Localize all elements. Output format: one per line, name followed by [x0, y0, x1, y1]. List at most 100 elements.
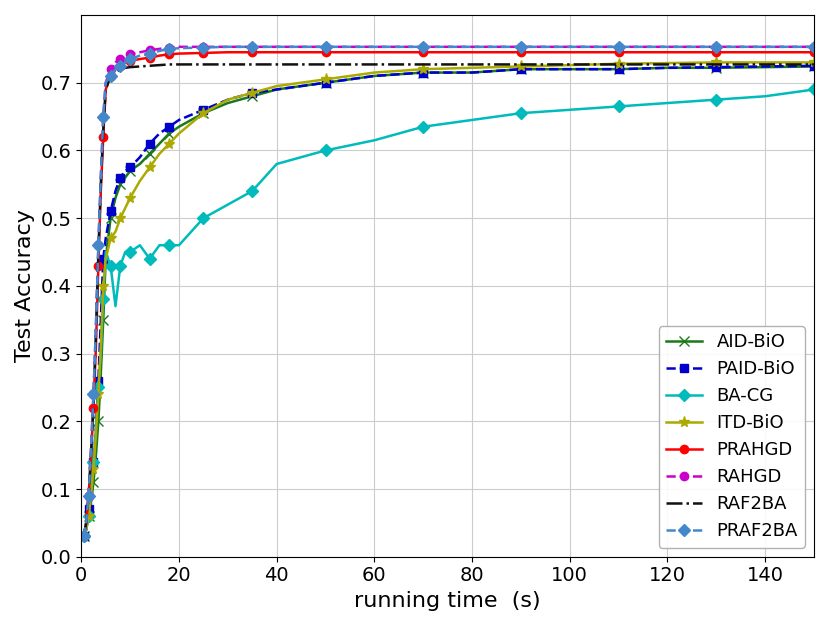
- AID-BiO: [515, 65, 525, 73]
- RAHGD: [564, 43, 574, 51]
- RAHGD: [759, 43, 769, 51]
- PRAHGD: [613, 48, 623, 56]
- AID-BiO: [418, 69, 428, 76]
- RAF2BA: [272, 61, 282, 68]
- ITD-BiO: [369, 69, 379, 76]
- ITD-BiO: [613, 60, 623, 68]
- ITD-BiO: [135, 177, 145, 185]
- PRAF2BA: [145, 50, 155, 58]
- RAHGD: [94, 242, 104, 249]
- ITD-BiO: [418, 65, 428, 73]
- PRAHGD: [135, 55, 145, 63]
- AID-BiO: [101, 255, 111, 262]
- RAF2BA: [198, 61, 208, 68]
- PAID-BiO: [223, 96, 233, 103]
- ITD-BiO: [320, 76, 330, 83]
- RAF2BA: [145, 62, 155, 69]
- PRAHGD: [105, 72, 115, 80]
- PRAHGD: [198, 49, 208, 57]
- PAID-BiO: [115, 174, 125, 182]
- RAHGD: [101, 79, 111, 86]
- RAHGD: [272, 43, 282, 51]
- RAF2BA: [120, 64, 130, 71]
- PAID-BiO: [81, 526, 91, 533]
- Y-axis label: Test Accuracy: Test Accuracy: [15, 210, 35, 362]
- X-axis label: running time  (s): running time (s): [354, 591, 541, 611]
- PRAHGD: [94, 262, 104, 269]
- PRAHGD: [91, 343, 101, 351]
- PAID-BiO: [96, 316, 106, 324]
- PRAHGD: [96, 187, 106, 195]
- RAHGD: [613, 43, 623, 51]
- PRAHGD: [79, 533, 89, 540]
- BA-CG: [89, 458, 99, 466]
- PRAF2BA: [808, 43, 818, 51]
- PRAHGD: [515, 48, 525, 56]
- RAHGD: [125, 51, 135, 58]
- PRAHGD: [466, 48, 476, 56]
- Line: ITD-BiO: ITD-BiO: [78, 57, 819, 542]
- AID-BiO: [320, 79, 330, 86]
- PRAHGD: [418, 48, 428, 56]
- RAHGD: [662, 43, 672, 51]
- PAID-BiO: [662, 64, 672, 71]
- PAID-BiO: [174, 116, 184, 124]
- AID-BiO: [164, 130, 174, 137]
- AID-BiO: [662, 64, 672, 71]
- PAID-BiO: [247, 89, 257, 96]
- RAF2BA: [110, 69, 120, 76]
- PRAF2BA: [710, 43, 720, 51]
- RAF2BA: [662, 61, 672, 68]
- RAF2BA: [466, 61, 476, 68]
- BA-CG: [759, 93, 769, 100]
- PRAHGD: [81, 519, 91, 526]
- BA-CG: [515, 110, 525, 117]
- Line: PRAHGD: PRAHGD: [79, 48, 817, 541]
- BA-CG: [808, 86, 818, 93]
- RAF2BA: [89, 398, 99, 405]
- ITD-BiO: [247, 89, 257, 96]
- AID-BiO: [135, 160, 145, 168]
- RAHGD: [154, 45, 164, 53]
- PAID-BiO: [89, 458, 99, 466]
- RAHGD: [86, 444, 96, 452]
- BA-CG: [99, 295, 108, 303]
- RAHGD: [466, 43, 476, 51]
- PRAHGD: [320, 48, 330, 56]
- BA-CG: [613, 103, 623, 110]
- PRAF2BA: [564, 43, 574, 51]
- BA-CG: [247, 187, 257, 195]
- PAID-BiO: [272, 86, 282, 93]
- ITD-BiO: [89, 465, 99, 473]
- RAHGD: [89, 391, 99, 398]
- RAF2BA: [223, 61, 233, 68]
- PRAF2BA: [91, 323, 101, 331]
- PAID-BiO: [145, 140, 155, 147]
- RAF2BA: [99, 126, 108, 134]
- ITD-BiO: [115, 214, 125, 222]
- PAID-BiO: [759, 63, 769, 70]
- PRAHGD: [710, 48, 720, 56]
- RAHGD: [369, 43, 379, 51]
- ITD-BiO: [466, 64, 476, 71]
- PRAF2BA: [369, 43, 379, 51]
- PRAHGD: [110, 65, 120, 73]
- BA-CG: [198, 214, 208, 222]
- PRAF2BA: [101, 79, 111, 86]
- PRAF2BA: [105, 72, 115, 80]
- RAHGD: [710, 43, 720, 51]
- RAHGD: [418, 43, 428, 51]
- BA-CG: [135, 242, 145, 249]
- RAHGD: [223, 43, 233, 51]
- PAID-BiO: [466, 69, 476, 76]
- RAF2BA: [86, 451, 96, 459]
- BA-CG: [86, 485, 96, 493]
- PRAF2BA: [164, 45, 174, 53]
- RAHGD: [174, 43, 184, 51]
- PAID-BiO: [99, 255, 108, 262]
- PAID-BiO: [198, 106, 208, 113]
- RAHGD: [91, 323, 101, 331]
- PRAHGD: [99, 133, 108, 141]
- ITD-BiO: [272, 83, 282, 90]
- PRAHGD: [120, 59, 130, 66]
